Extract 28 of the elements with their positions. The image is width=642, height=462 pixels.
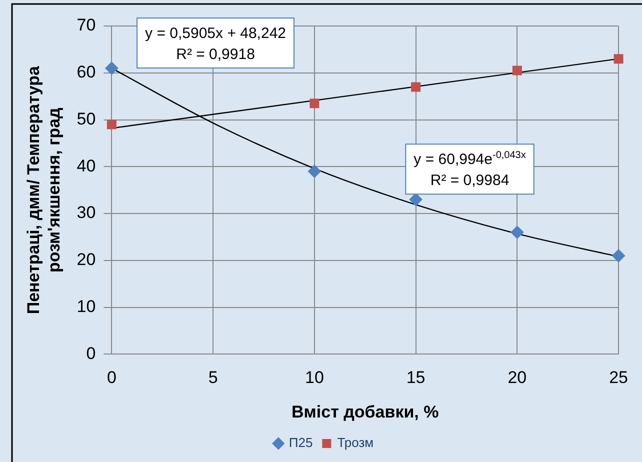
y-tick-label: 10: [76, 297, 96, 316]
y-tick-label: 50: [76, 109, 96, 128]
y-tick-label: 30: [76, 203, 96, 222]
x-tick-label: 15: [406, 368, 426, 388]
legend-label: П25: [288, 435, 313, 450]
y-tick-label: 0: [86, 344, 96, 363]
y-tick-label: 70: [76, 16, 96, 35]
point: [409, 192, 422, 206]
y-tick-label: 20: [76, 250, 96, 270]
point: [310, 98, 320, 108]
point: [512, 66, 522, 76]
x-tick-label: 0: [106, 368, 116, 388]
x-tick-label: 20: [508, 368, 527, 388]
y-tick-label: 40: [76, 156, 96, 176]
point: [308, 164, 321, 178]
point: [612, 249, 626, 262]
point: [106, 120, 116, 130]
y-tick-label: 60: [76, 62, 96, 82]
x-tick-label: 10: [304, 368, 324, 388]
point: [614, 54, 624, 64]
legend-label: Трозм: [337, 435, 374, 450]
x-axis-title: Вміст добавки, %: [292, 402, 439, 422]
annotation: y = 0,5905x + 48,242 R² = 0,9918: [145, 25, 286, 63]
x-tick-label: 5: [208, 368, 218, 388]
x-tick-label: 25: [609, 368, 628, 388]
y-axis-title: Пенетраці, дмм/ Температура розм'якшення, град: [24, 66, 64, 314]
point: [411, 82, 421, 92]
point: [510, 226, 524, 239]
